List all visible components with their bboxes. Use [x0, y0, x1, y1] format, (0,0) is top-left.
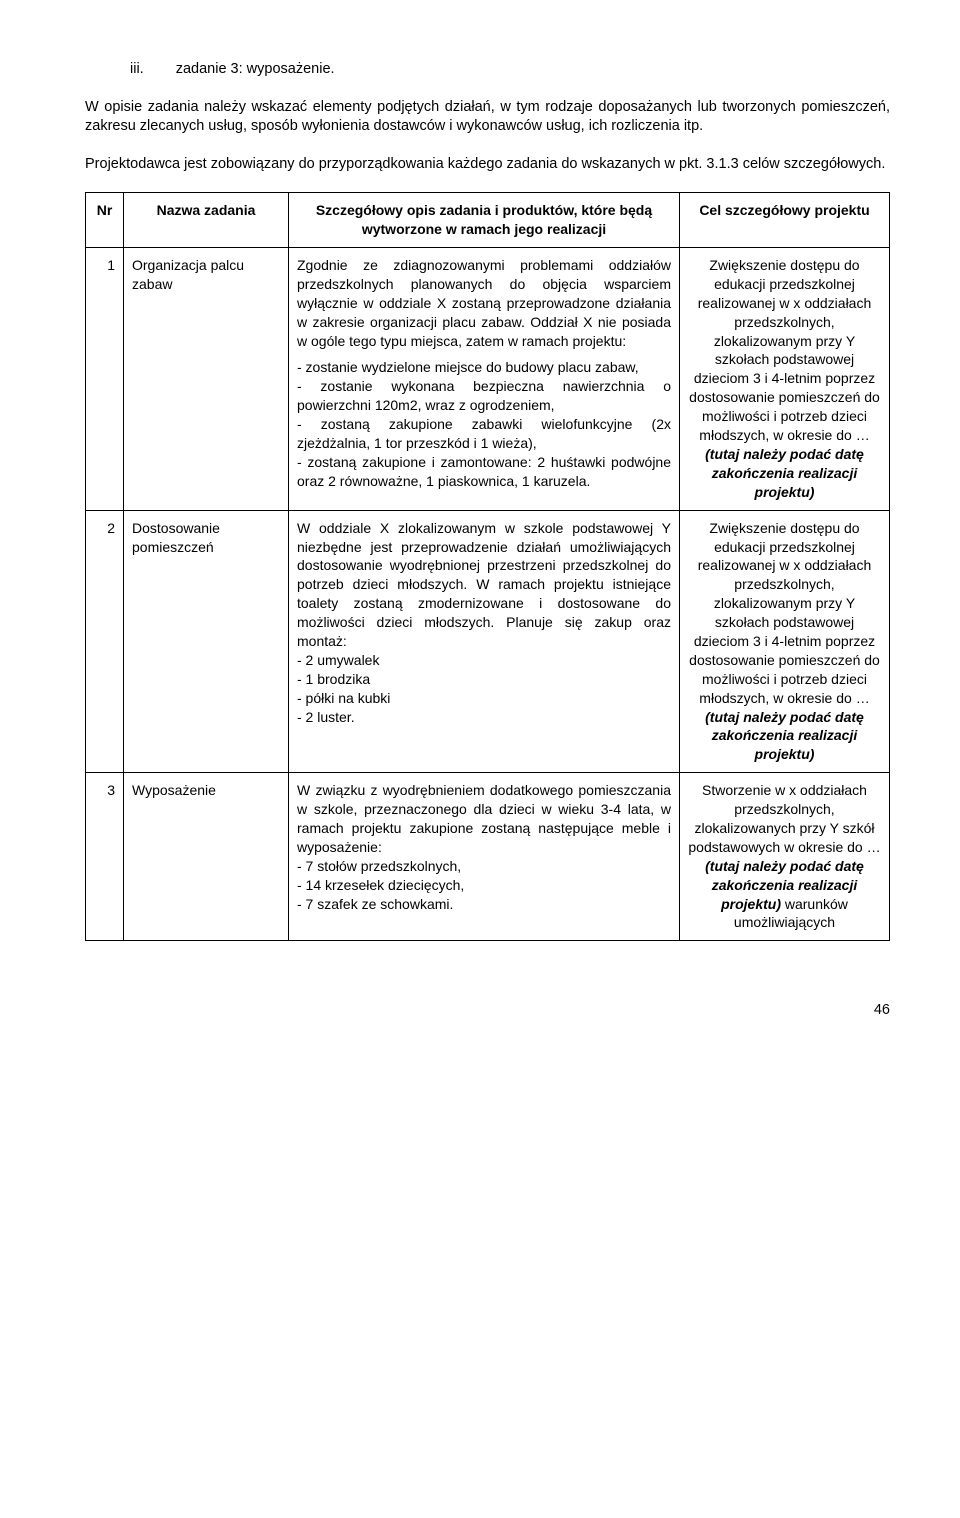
cell-desc: W związku z wyodrębnieniem dodatkowego p… [289, 773, 680, 941]
tasks-table: Nr Nazwa zadania Szczegółowy opis zadani… [85, 192, 890, 941]
cell-name: Dostosowanie pomieszczeń [124, 510, 289, 773]
cell-cel: Zwiększenie dostępu do edukacji przedszk… [680, 248, 890, 511]
cel-plain-a: Stworzenie w x oddziałach przedszkolnych… [688, 782, 880, 855]
cel-bold: (tutaj należy podać datę zakończenia rea… [705, 709, 864, 763]
cell-nr: 1 [86, 248, 124, 511]
heading-iii: iii. zadanie 3: wyposażenie. [130, 60, 890, 80]
note-paragraph: Projektodawca jest zobowiązany do przypo… [85, 155, 890, 175]
table-row: 3 Wyposażenie W związku z wyodrębnieniem… [86, 773, 890, 941]
heading-number: iii. [130, 61, 144, 77]
table-header-row: Nr Nazwa zadania Szczegółowy opis zadani… [86, 193, 890, 248]
cell-nr: 3 [86, 773, 124, 941]
intro-paragraph: W opisie zadania należy wskazać elementy… [85, 98, 890, 137]
cell-desc: W oddziale X zlokalizowanym w szkole pod… [289, 510, 680, 773]
desc-p1: W oddziale X zlokalizowanym w szkole pod… [297, 519, 671, 727]
cell-name: Wyposażenie [124, 773, 289, 941]
table-row: 1 Organizacja palcu zabaw Zgodnie ze zdi… [86, 248, 890, 511]
cell-desc: Zgodnie ze zdiagnozowanymi problemami od… [289, 248, 680, 511]
col-header-nr: Nr [86, 193, 124, 248]
desc-p2: - zostanie wydzielone miejsce do budowy … [297, 358, 671, 490]
table-row: 2 Dostosowanie pomieszczeń W oddziale X … [86, 510, 890, 773]
heading-text: zadanie 3: wyposażenie. [176, 61, 335, 77]
cel-bold: (tutaj należy podać datę zakończenia rea… [705, 446, 864, 500]
cel-plain: Zwiększenie dostępu do edukacji przedszk… [689, 520, 880, 706]
cell-name: Organizacja palcu zabaw [124, 248, 289, 511]
desc-p1: Zgodnie ze zdiagnozowanymi problemami od… [297, 256, 671, 350]
col-header-desc: Szczegółowy opis zadania i produktów, kt… [289, 193, 680, 248]
col-header-name: Nazwa zadania [124, 193, 289, 248]
cell-nr: 2 [86, 510, 124, 773]
col-header-cel: Cel szczegółowy projektu [680, 193, 890, 248]
cel-plain: Zwiększenie dostępu do edukacji przedszk… [689, 257, 880, 443]
page-number: 46 [85, 1001, 890, 1021]
cell-cel: Stworzenie w x oddziałach przedszkolnych… [680, 773, 890, 941]
desc-p1: W związku z wyodrębnieniem dodatkowego p… [297, 781, 671, 913]
cell-cel: Zwiększenie dostępu do edukacji przedszk… [680, 510, 890, 773]
